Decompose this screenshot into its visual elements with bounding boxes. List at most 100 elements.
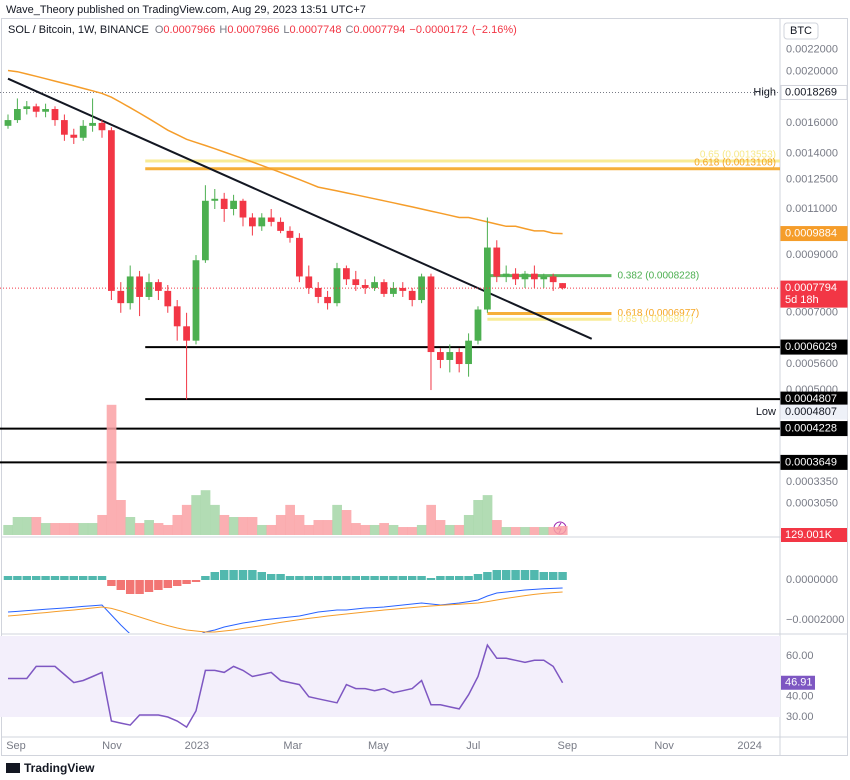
level-value-box: [780, 339, 848, 355]
volume-bar: [275, 514, 286, 535]
candle-body: [202, 200, 209, 261]
macd-histogram-bar: [88, 576, 97, 580]
volume-bar: [351, 523, 361, 535]
macd-histogram-bar: [238, 570, 248, 580]
volume-bar: [219, 514, 230, 535]
macd-histogram-bar: [144, 580, 154, 592]
volume-bar: [285, 504, 295, 535]
macd-histogram-bar: [31, 576, 41, 580]
candle-body: [220, 198, 228, 209]
candle-body: [258, 217, 266, 227]
volume-bar: [210, 504, 220, 535]
macd-histogram-bar: [483, 572, 492, 580]
level-name: Low: [756, 406, 776, 418]
candle-body: [549, 276, 557, 283]
candle-body: [314, 287, 322, 297]
macd-pane: [3, 570, 567, 633]
macd-histogram-bar: [398, 576, 408, 580]
ma-value: 0.0009884: [785, 227, 837, 239]
candle-body: [380, 282, 388, 294]
x-tick-label: May: [368, 740, 389, 752]
price-pane: [0, 69, 780, 535]
candle-body: [51, 109, 59, 121]
volume-bar: [473, 500, 483, 535]
volume-bar: [144, 520, 154, 535]
volume-bar: [12, 517, 23, 535]
rsi-tick-label: 30.00: [786, 711, 814, 723]
volume-bar: [294, 514, 305, 535]
rsi-pane: [0, 636, 780, 729]
candle-body: [512, 273, 519, 280]
volume-value: 129.001K: [785, 529, 833, 541]
macd-tick-label: 0.0000000: [786, 574, 838, 586]
volume-bar: [257, 524, 267, 535]
macd-histogram-bar: [50, 576, 60, 580]
macd-histogram-bar: [154, 580, 163, 590]
x-tick-label: Nov: [102, 740, 122, 752]
macd-histogram-bar: [97, 576, 107, 580]
macd-histogram-bar: [454, 576, 464, 580]
macd-histogram-bar: [13, 576, 22, 580]
level-value-box: [780, 421, 848, 437]
volume-bar: [482, 495, 493, 535]
macd-histogram-bar: [210, 572, 220, 580]
change: −0.0000172: [409, 24, 467, 36]
volume-bar: [492, 520, 502, 535]
candle-body: [70, 134, 78, 138]
candle-body: [211, 198, 219, 201]
candle-body: [418, 276, 425, 301]
ohlc-value: 0.0007966: [163, 24, 215, 36]
rsi-value-box: [781, 675, 815, 690]
candle-body: [455, 352, 463, 365]
macd-histogram-bar: [135, 580, 144, 594]
x-tick-label: Mar: [283, 740, 302, 752]
volume-bar: [407, 527, 418, 535]
macd-histogram-bar: [41, 576, 50, 580]
y-tick-label: 0.0022000: [786, 44, 838, 56]
candle-body: [108, 130, 115, 291]
volume-bar: [416, 524, 427, 535]
volume-bar: [557, 525, 568, 535]
volume-bar: [520, 527, 530, 535]
x-tick-label: Nov: [654, 740, 674, 752]
volume-bar: [69, 523, 79, 535]
candle-body: [371, 282, 378, 288]
macd-histogram-bar: [248, 570, 257, 580]
candle-body: [173, 306, 181, 327]
volume-bar: [78, 523, 89, 535]
macd-histogram-bar: [417, 576, 426, 580]
candle-body: [61, 120, 68, 135]
y-tick-label: 0.0012500: [786, 174, 838, 186]
candle-body: [145, 282, 153, 297]
candle-body: [399, 287, 407, 291]
x-tick-label: Sep: [6, 740, 26, 752]
volume-bar: [388, 524, 399, 535]
volume-bar: [97, 514, 107, 535]
candle-body: [540, 276, 548, 280]
currency-box[interactable]: [783, 22, 819, 40]
candle-body: [343, 268, 350, 280]
candle-body: [32, 106, 40, 112]
macd-histogram-bar: [3, 576, 13, 580]
level-value: 0.0003649: [785, 456, 837, 468]
macd-histogram-bar: [351, 576, 361, 580]
macd-histogram-bar: [530, 570, 539, 580]
macd-line: [7, 587, 563, 633]
currency[interactable]: BTC: [790, 25, 812, 37]
volume-bar: [501, 527, 512, 535]
trendline: [7, 77, 593, 340]
logo-mark: [6, 763, 20, 773]
y-tick-label: 0.0014000: [786, 148, 838, 160]
macd-histogram-bar: [172, 580, 182, 586]
macd-histogram-bar: [520, 570, 530, 580]
macd-histogram-bar: [313, 576, 323, 580]
macd-histogram-bar: [445, 576, 455, 580]
macd-histogram-bar: [407, 576, 417, 580]
last-price-box: [780, 280, 848, 308]
candle-body: [559, 283, 566, 289]
volume-bar: [191, 495, 201, 535]
macd-histogram-bar: [539, 572, 549, 580]
volume-bar: [445, 524, 455, 535]
candle-body: [155, 282, 162, 291]
